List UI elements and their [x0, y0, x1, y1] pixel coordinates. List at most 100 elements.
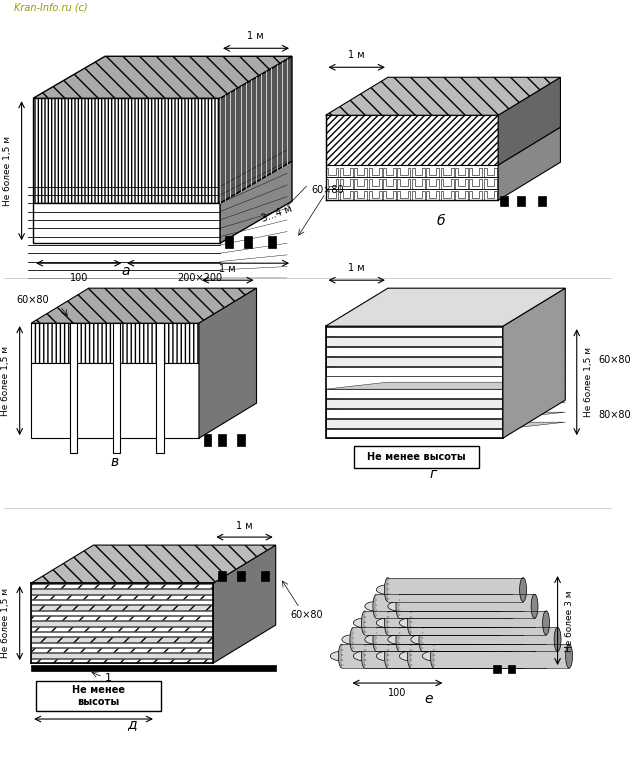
Polygon shape: [426, 191, 439, 200]
Ellipse shape: [361, 644, 368, 668]
Polygon shape: [325, 382, 566, 389]
Text: Не менее
высоты: Не менее высоты: [72, 685, 125, 707]
Bar: [113, 323, 120, 453]
Polygon shape: [426, 167, 439, 177]
Polygon shape: [31, 637, 214, 642]
Polygon shape: [441, 179, 453, 189]
Ellipse shape: [508, 627, 515, 651]
Ellipse shape: [520, 611, 526, 635]
Ellipse shape: [399, 651, 422, 660]
Polygon shape: [354, 167, 367, 177]
Polygon shape: [325, 337, 503, 346]
Polygon shape: [325, 179, 339, 189]
Polygon shape: [469, 191, 482, 200]
Polygon shape: [398, 191, 410, 200]
Polygon shape: [31, 600, 214, 604]
FancyBboxPatch shape: [354, 446, 479, 468]
Ellipse shape: [373, 627, 380, 651]
Bar: [399, 627, 534, 651]
Ellipse shape: [520, 578, 526, 601]
Bar: [411, 644, 546, 668]
Bar: [218, 571, 226, 581]
Text: 80×80: 80×80: [598, 410, 631, 420]
Polygon shape: [31, 545, 276, 583]
Bar: [342, 644, 477, 668]
Ellipse shape: [373, 594, 380, 618]
Polygon shape: [469, 179, 482, 189]
Text: Не менее высоты: Не менее высоты: [367, 452, 466, 462]
Polygon shape: [455, 167, 468, 177]
Bar: [377, 594, 512, 618]
Ellipse shape: [485, 627, 492, 651]
Polygon shape: [325, 367, 503, 376]
Polygon shape: [31, 648, 214, 652]
Bar: [508, 378, 515, 386]
Text: д: д: [127, 717, 137, 731]
Ellipse shape: [384, 611, 391, 635]
Bar: [493, 665, 501, 673]
Ellipse shape: [377, 618, 399, 627]
Polygon shape: [325, 389, 503, 398]
Bar: [388, 644, 523, 668]
Polygon shape: [325, 327, 503, 336]
Ellipse shape: [474, 644, 481, 668]
Polygon shape: [412, 167, 425, 177]
Polygon shape: [484, 191, 496, 200]
Polygon shape: [340, 179, 353, 189]
Polygon shape: [369, 167, 382, 177]
Ellipse shape: [399, 618, 422, 627]
Polygon shape: [441, 167, 453, 177]
Polygon shape: [33, 98, 220, 204]
Polygon shape: [325, 350, 566, 357]
Ellipse shape: [384, 578, 391, 601]
Polygon shape: [325, 399, 503, 408]
Bar: [353, 627, 489, 651]
Bar: [237, 434, 245, 446]
Polygon shape: [340, 191, 353, 200]
Polygon shape: [31, 363, 199, 438]
Polygon shape: [469, 167, 482, 177]
Polygon shape: [398, 167, 410, 177]
Polygon shape: [325, 191, 339, 200]
Bar: [31, 665, 276, 671]
Polygon shape: [31, 632, 214, 637]
Ellipse shape: [342, 634, 365, 644]
Bar: [500, 196, 508, 207]
Text: б: б: [436, 214, 445, 228]
Bar: [225, 237, 233, 248]
Polygon shape: [484, 179, 496, 189]
Text: 60×80: 60×80: [311, 185, 344, 195]
Polygon shape: [31, 621, 214, 626]
Polygon shape: [214, 545, 276, 663]
Polygon shape: [354, 179, 367, 189]
Bar: [538, 196, 546, 207]
Ellipse shape: [350, 627, 357, 651]
Polygon shape: [354, 191, 367, 200]
Ellipse shape: [377, 651, 399, 660]
Polygon shape: [325, 167, 339, 177]
Text: 100: 100: [388, 688, 406, 698]
Text: 1 м: 1 м: [247, 31, 264, 41]
Bar: [377, 627, 512, 651]
Text: Не более 1,5 м: Не более 1,5 м: [3, 136, 12, 207]
Polygon shape: [369, 179, 382, 189]
Ellipse shape: [365, 634, 388, 644]
Ellipse shape: [365, 601, 388, 611]
Bar: [261, 571, 269, 581]
Ellipse shape: [531, 594, 538, 618]
Text: 60×80: 60×80: [290, 610, 323, 620]
Polygon shape: [441, 191, 453, 200]
Ellipse shape: [543, 644, 550, 668]
Bar: [388, 611, 523, 635]
Polygon shape: [31, 594, 214, 599]
Text: 1 м: 1 м: [348, 263, 365, 273]
Bar: [268, 237, 276, 248]
Bar: [156, 323, 164, 453]
Bar: [517, 196, 525, 207]
Polygon shape: [31, 653, 214, 657]
Ellipse shape: [531, 627, 538, 651]
Polygon shape: [325, 409, 503, 418]
Polygon shape: [325, 419, 503, 428]
Bar: [508, 665, 515, 673]
Text: 1 м: 1 м: [236, 521, 252, 531]
